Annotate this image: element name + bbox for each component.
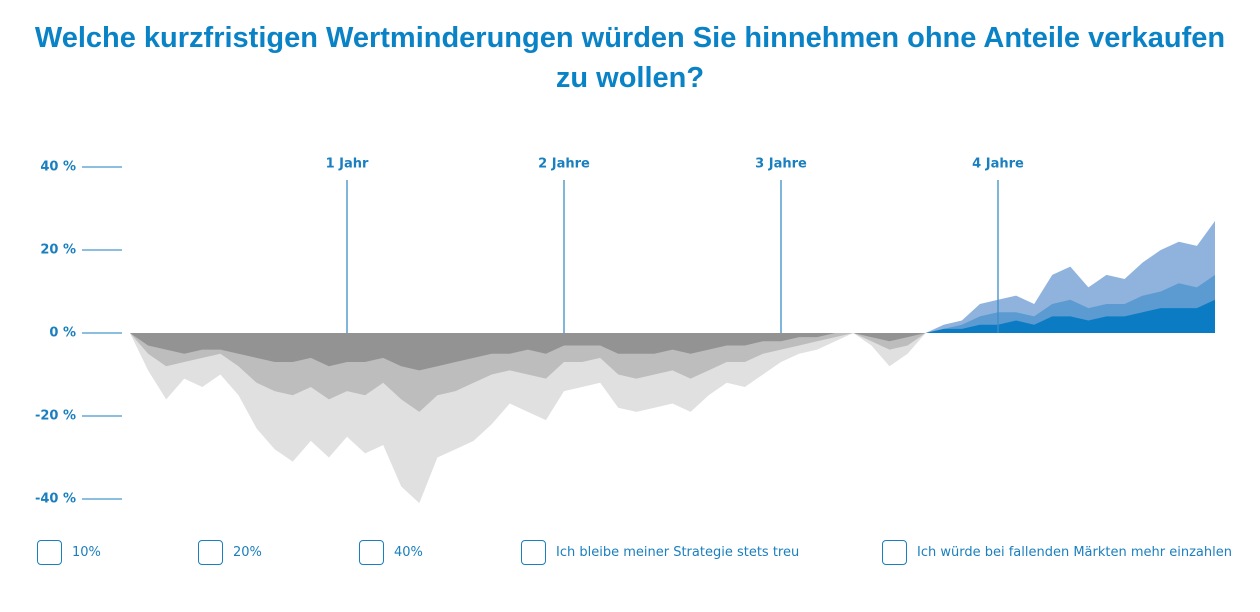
y-tick-label: 20 %: [40, 243, 76, 258]
checkbox[interactable]: [198, 540, 223, 565]
checkbox[interactable]: [37, 540, 62, 565]
option-label[interactable]: Ich würde bei fallenden Märkten mehr ein…: [917, 545, 1232, 560]
option-checkbox[interactable]: Ich bleibe meiner Strategie stets treu: [521, 540, 799, 565]
year-label: 1 Jahr: [326, 157, 369, 172]
year-label: 4 Jahre: [972, 157, 1024, 172]
checkbox[interactable]: [521, 540, 546, 565]
area-positive: [130, 299, 1215, 333]
option-checkbox[interactable]: 20%: [198, 540, 262, 565]
year-label: 2 Jahre: [538, 157, 590, 172]
option-label[interactable]: 20%: [233, 545, 262, 560]
year-label: 3 Jahre: [755, 157, 807, 172]
option-checkbox[interactable]: 10%: [37, 540, 101, 565]
area-negative: [130, 333, 1215, 371]
option-label[interactable]: Ich bleibe meiner Strategie stets treu: [556, 545, 800, 560]
option-label[interactable]: 40%: [394, 545, 423, 560]
option-checkbox[interactable]: Ich würde bei fallenden Märkten mehr ein…: [882, 540, 1232, 565]
option-checkbox[interactable]: 40%: [359, 540, 423, 565]
y-tick-label: 0 %: [49, 326, 76, 341]
option-label[interactable]: 10%: [72, 545, 101, 560]
y-tick-label: -40 %: [35, 492, 76, 507]
checkbox[interactable]: [882, 540, 907, 565]
checkbox[interactable]: [359, 540, 384, 565]
chart-title: Welche kurzfristigen Wertminderungen wür…: [34, 22, 1226, 94]
y-tick-label: -20 %: [35, 409, 76, 424]
y-tick-label: 40 %: [40, 160, 76, 175]
